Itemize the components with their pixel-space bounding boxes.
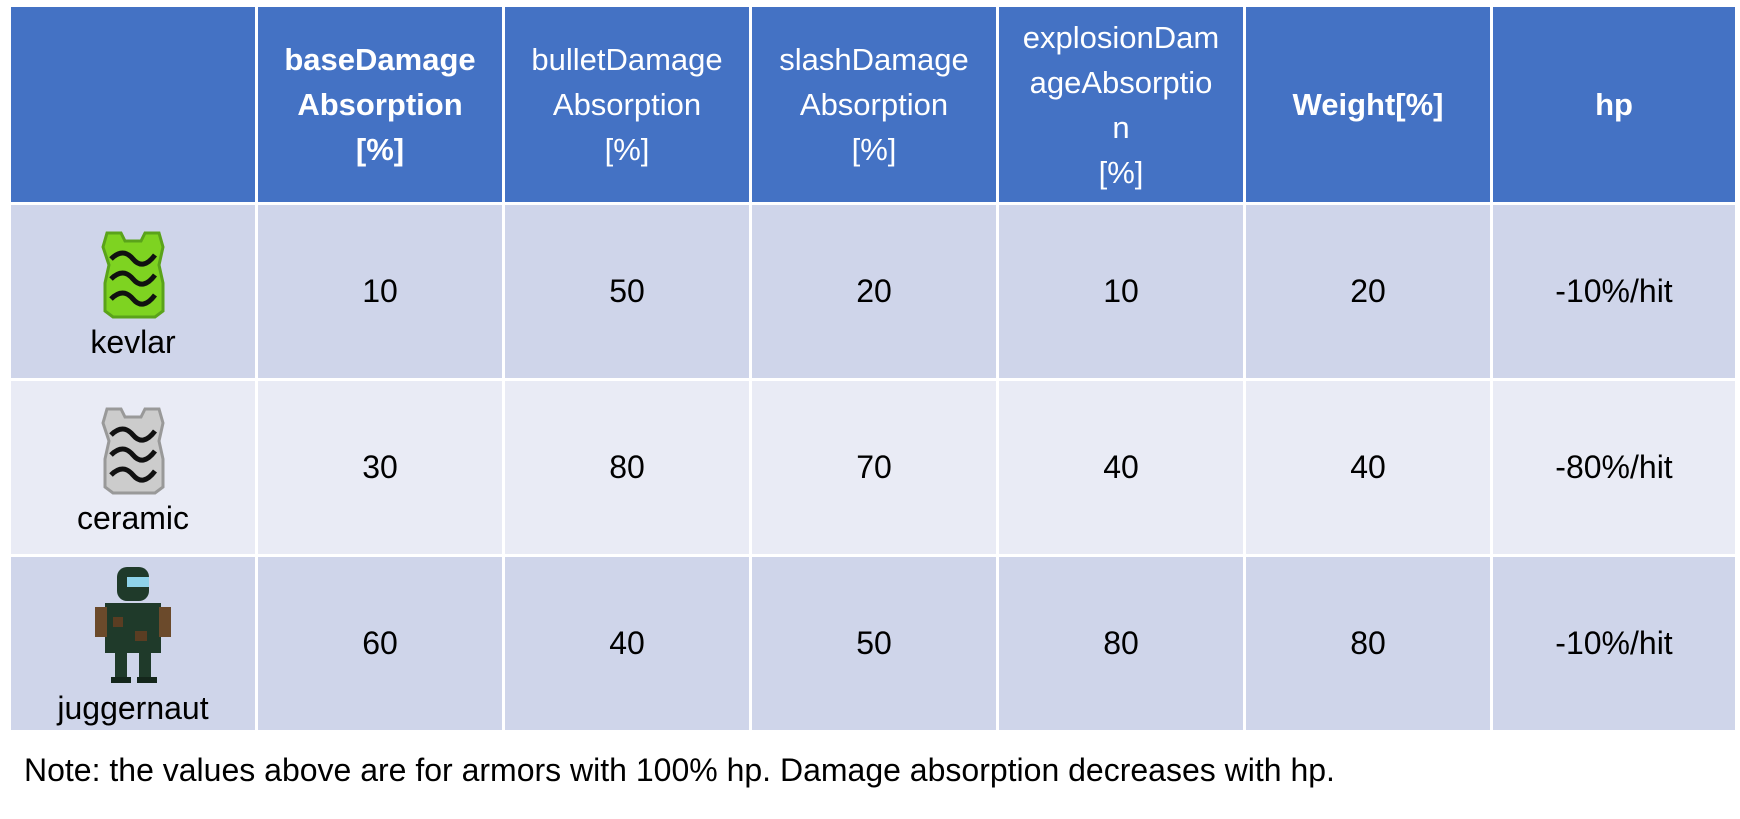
armor-cell-kevlar: kevlar <box>8 202 258 381</box>
table-row-ceramic: ceramic 30 80 70 40 40 -80%/hit <box>8 378 1738 557</box>
armor-name: kevlar <box>90 323 176 360</box>
footnote: Note: the values above are for armors wi… <box>24 752 1335 788</box>
cell-bullet: 40 <box>502 554 752 733</box>
armor-cell-ceramic: ceramic <box>8 378 258 557</box>
juggernaut-suit-icon <box>95 566 171 683</box>
armor-name: ceramic <box>76 499 189 536</box>
header-base-damage-absorption: baseDamage Absorption [%] <box>255 4 505 205</box>
cell-slash: 70 <box>749 378 999 557</box>
table-row-juggernaut: juggernaut 60 40 50 80 80 -10%/hit <box>8 554 1738 733</box>
header-cell-blank <box>8 4 258 205</box>
cell-weight: 40 <box>1243 378 1493 557</box>
ceramic-vest-icon <box>101 407 165 494</box>
header-bullet-damage-absorption: bulletDamage Absorption [%] <box>502 4 752 205</box>
header-row: baseDamage Absorption [%] bulletDamage A… <box>8 4 1738 205</box>
cell-slash: 20 <box>749 202 999 381</box>
armor-comparison-table: baseDamage Absorption [%] bulletDamage A… <box>8 4 1738 733</box>
header-weight: Weight[%] <box>1243 4 1493 205</box>
cell-explosion: 40 <box>996 378 1246 557</box>
header-slash-damage-absorption: slashDamage Absorption [%] <box>749 4 999 205</box>
cell-bullet: 50 <box>502 202 752 381</box>
cell-hp: -10%/hit <box>1490 554 1738 733</box>
cell-explosion: 10 <box>996 202 1246 381</box>
table-row-kevlar: kevlar 10 50 20 10 20 -10%/hit <box>8 202 1738 381</box>
kevlar-vest-icon <box>101 231 165 318</box>
cell-hp: -80%/hit <box>1490 378 1738 557</box>
cell-hp: -10%/hit <box>1490 202 1738 381</box>
cell-weight: 80 <box>1243 554 1493 733</box>
cell-base: 30 <box>255 378 505 557</box>
cell-base: 10 <box>255 202 505 381</box>
cell-bullet: 80 <box>502 378 752 557</box>
header-hp: hp <box>1490 4 1738 205</box>
cell-base: 60 <box>255 554 505 733</box>
cell-slash: 50 <box>749 554 999 733</box>
cell-explosion: 80 <box>996 554 1246 733</box>
cell-weight: 20 <box>1243 202 1493 381</box>
header-explosion-damage-absorption: explosionDam ageAbsorptio n [%] <box>996 4 1246 205</box>
armor-cell-juggernaut: juggernaut <box>8 554 258 733</box>
armor-name: juggernaut <box>57 689 209 726</box>
